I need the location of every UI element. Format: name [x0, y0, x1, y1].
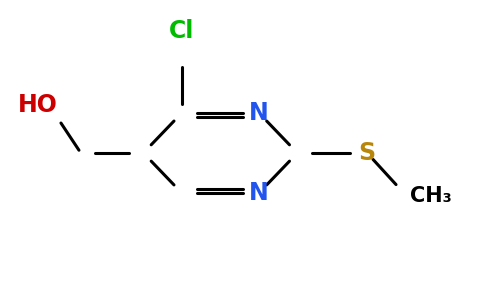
- Text: Cl: Cl: [169, 19, 195, 43]
- Text: CH₃: CH₃: [410, 186, 452, 206]
- Text: N: N: [249, 181, 269, 205]
- Text: N: N: [249, 101, 269, 125]
- Text: S: S: [359, 141, 376, 165]
- Text: HO: HO: [17, 93, 58, 117]
